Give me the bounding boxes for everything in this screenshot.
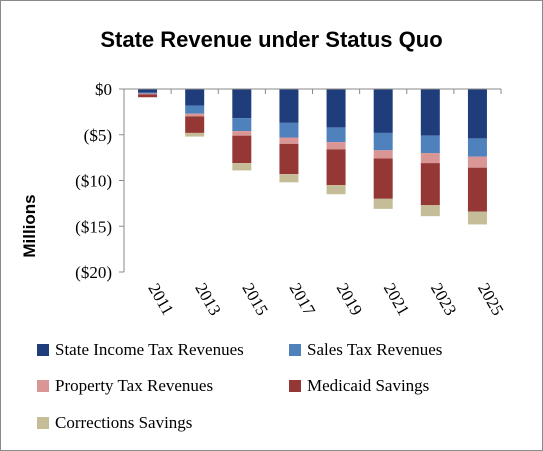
x-tick-label: 2013 [191, 280, 224, 319]
x-tick-label: 2015 [238, 280, 271, 319]
bar-segment [326, 142, 346, 150]
bar-segment [326, 149, 346, 186]
bar-segment [373, 150, 393, 159]
bar-segment [373, 132, 393, 151]
bar-segment [138, 92, 158, 94]
bar-segment [185, 132, 205, 137]
x-tick-label: 2021 [380, 280, 413, 319]
bar-segment [326, 185, 346, 195]
bar-segment [373, 158, 393, 199]
bar-segment [232, 163, 252, 171]
y-tick-label: ($20) [75, 263, 112, 282]
bar-segment [138, 93, 158, 95]
bar-segment [138, 89, 158, 93]
bar-segment [420, 135, 440, 154]
bar-segment [185, 89, 205, 106]
x-tick-label: 2025 [474, 280, 507, 319]
x-tick-label: 2023 [427, 280, 460, 319]
bar-segment [232, 135, 252, 164]
bar-segment [420, 205, 440, 217]
bar-segment [185, 105, 205, 114]
bar-segment [420, 89, 440, 136]
bar-segment [420, 163, 440, 206]
chart-title: State Revenue under Status Quo [100, 27, 443, 52]
bar-segment [279, 137, 299, 144]
x-tick-label: 2011 [144, 280, 177, 318]
bar-segment [232, 89, 252, 119]
bar-segment [279, 89, 299, 123]
bar-segment [279, 174, 299, 183]
bar-segment [467, 89, 487, 139]
y-tick-label: $0 [95, 80, 112, 99]
x-tick-label: 2017 [286, 280, 320, 319]
bar-segment [232, 131, 252, 136]
y-tick-label: ($10) [75, 172, 112, 191]
bar-segment [138, 94, 158, 98]
y-tick-label: ($5) [84, 126, 112, 145]
bar-segment [185, 113, 205, 117]
bar-segment [420, 153, 440, 164]
bar-segment [279, 122, 299, 138]
x-tick-label: 2019 [333, 280, 366, 319]
bar-segment [467, 156, 487, 168]
bar-segment [326, 127, 346, 143]
bar-segment [373, 198, 393, 209]
bar-segment [232, 118, 252, 132]
bar-segment [185, 116, 205, 133]
bar-segment [467, 138, 487, 157]
bar-segment [467, 211, 487, 225]
bar-segment [326, 89, 346, 128]
bar-segment [279, 143, 299, 175]
bar-segment [373, 89, 393, 133]
bar-segment [467, 167, 487, 212]
y-tick-label: ($15) [75, 217, 112, 236]
